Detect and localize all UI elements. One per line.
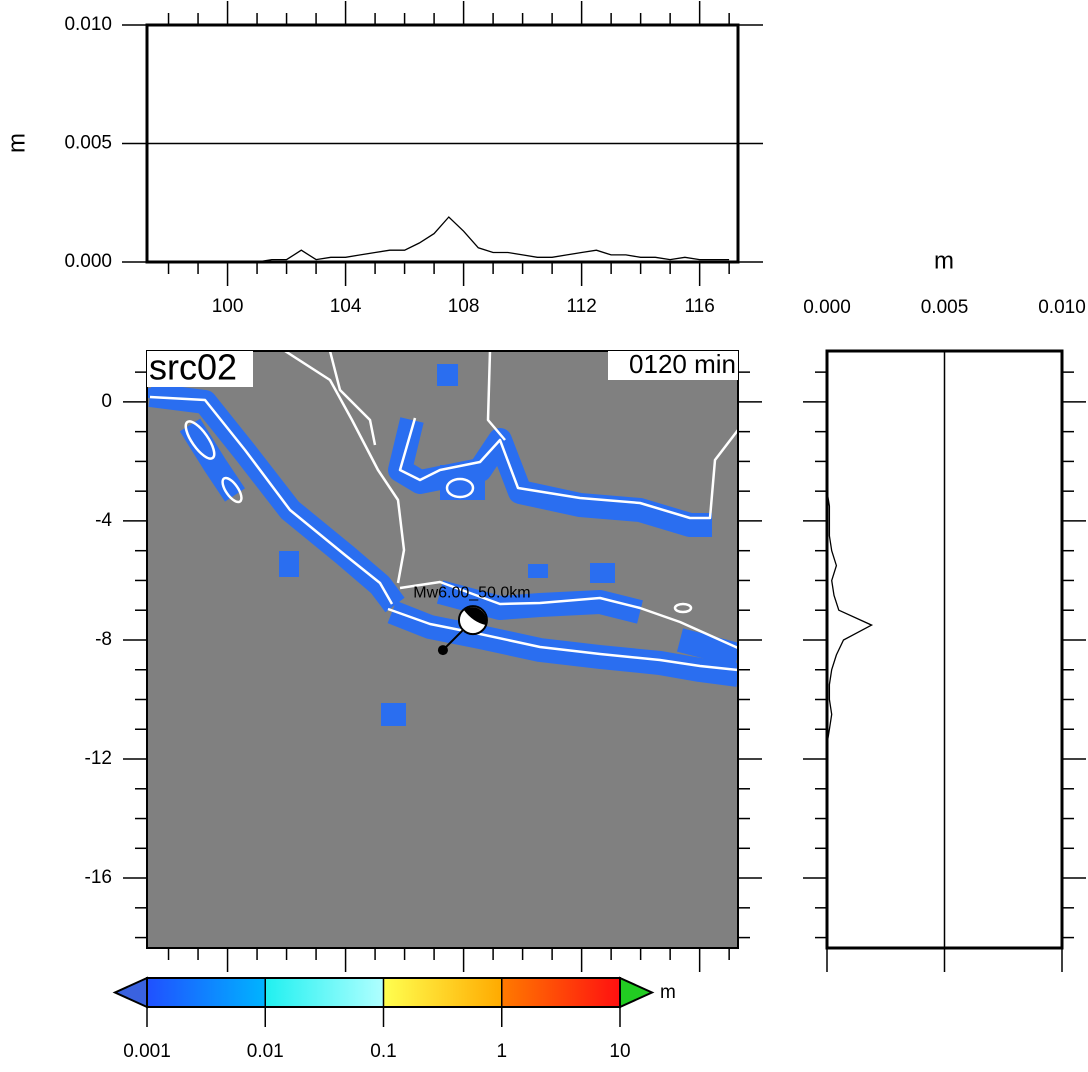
coastal-cells-islands (147, 364, 615, 726)
time-label: 0120 min (629, 349, 736, 379)
map-base (147, 351, 738, 948)
beachball-fill (463, 607, 487, 626)
colorbar-tick-label: 0.001 (123, 1041, 171, 1062)
colorbar-over (619, 976, 655, 1009)
epicenter (437, 645, 448, 656)
top-y-label: m (3, 133, 30, 153)
time-box (608, 351, 738, 380)
colorbar-tick-label: 10 (609, 1041, 630, 1062)
map-frame (146, 350, 739, 949)
coastline (149, 351, 738, 672)
side-x-label: m (934, 247, 954, 274)
x-tick-label: 104 (330, 296, 362, 317)
y-tick-label: -4 (95, 510, 112, 531)
y-tick-label: -8 (95, 629, 112, 650)
x-tick-label: 112 (566, 296, 596, 317)
x-tick-label: 0.010 (1038, 297, 1086, 318)
x-tick-label: 116 (684, 296, 714, 317)
profile-line (153, 216, 730, 263)
y-tick-label: 0.010 (64, 14, 112, 35)
colorbar-tick-label: 0.1 (370, 1041, 396, 1062)
colorbar-tick-label: 0.01 (247, 1041, 284, 1062)
colorbar-segment (501, 978, 620, 1007)
source-label: src02 (149, 347, 237, 388)
colorbar-tick-label: 1 (496, 1041, 507, 1062)
source-box (147, 351, 253, 387)
y-tick-label: -12 (85, 748, 112, 769)
x-tick-label: 0.005 (921, 297, 969, 318)
y-tick-label: 0.000 (64, 251, 112, 272)
y-tick-label: -16 (85, 867, 112, 888)
y-tick-label: 0.005 (64, 133, 112, 154)
x-tick-label: 108 (448, 296, 480, 317)
x-tick-label: 100 (212, 296, 244, 317)
colorbar-segment (383, 978, 502, 1007)
colorbar-under (112, 976, 148, 1009)
colorbar-segment (265, 978, 384, 1007)
x-tick-label: 0.000 (803, 297, 851, 318)
colorbar-label: m (660, 982, 676, 1003)
y-tick-label: 0 (101, 391, 112, 412)
colorbar-segment (147, 978, 266, 1007)
profile-line (826, 357, 874, 938)
mechanism-label: Mw6.00_50.0km (413, 584, 530, 601)
